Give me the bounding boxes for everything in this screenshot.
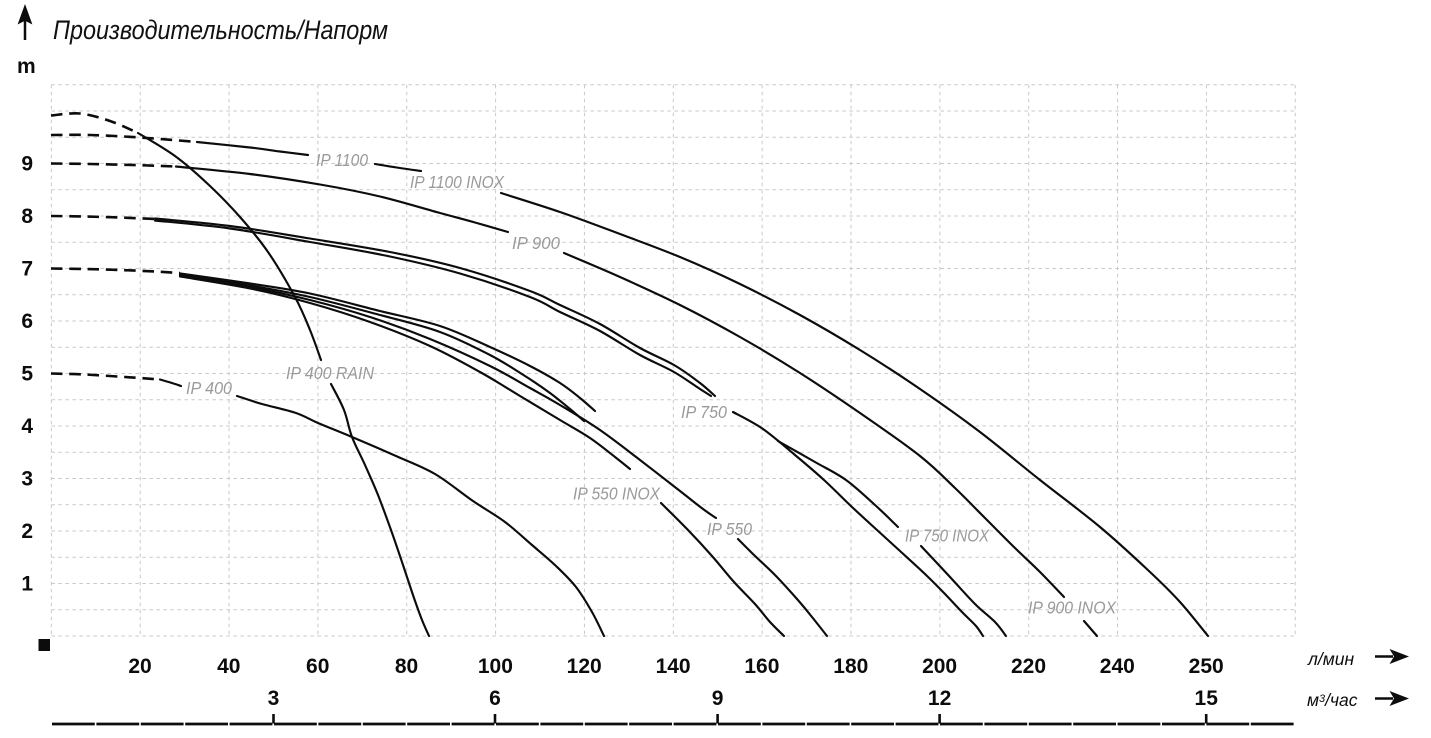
svg-text:IP 1100: IP 1100 <box>316 150 368 170</box>
svg-text:6: 6 <box>21 310 33 333</box>
svg-text:60: 60 <box>306 655 329 678</box>
svg-text:л/мин: л/мин <box>1307 649 1354 669</box>
svg-text:IP 1100 INOX: IP 1100 INOX <box>410 172 505 192</box>
svg-text:IP 400: IP 400 <box>186 378 232 398</box>
svg-text:8: 8 <box>21 205 33 228</box>
svg-text:20: 20 <box>128 655 151 678</box>
svg-text:IP 550 INOX: IP 550 INOX <box>573 484 661 504</box>
svg-text:IP 550: IP 550 <box>707 519 752 539</box>
svg-text:IP 900 INOX: IP 900 INOX <box>1028 598 1117 618</box>
svg-text:1: 1 <box>21 573 33 596</box>
svg-text:220: 220 <box>1011 655 1046 678</box>
svg-text:IP 900: IP 900 <box>512 233 560 253</box>
svg-text:200: 200 <box>922 655 957 678</box>
svg-text:IP 400 RAIN: IP 400 RAIN <box>286 363 374 383</box>
svg-text:140: 140 <box>656 655 691 678</box>
svg-text:12: 12 <box>928 687 951 710</box>
svg-text:9: 9 <box>712 687 724 710</box>
svg-text:250: 250 <box>1189 655 1224 678</box>
svg-text:80: 80 <box>395 655 418 678</box>
svg-text:3: 3 <box>268 687 280 710</box>
svg-text:180: 180 <box>833 655 868 678</box>
svg-text:4: 4 <box>21 415 33 438</box>
svg-text:160: 160 <box>744 655 779 678</box>
svg-text:Производительность/Напорм: Производительность/Напорм <box>53 15 388 45</box>
svg-text:40: 40 <box>217 655 240 678</box>
svg-text:7: 7 <box>21 258 33 281</box>
svg-text:IP 750: IP 750 <box>681 402 727 422</box>
svg-text:м3/час: м3/час <box>1307 690 1358 710</box>
svg-text:5: 5 <box>21 363 33 386</box>
svg-text:IP 750 INOX: IP 750 INOX <box>905 526 990 546</box>
svg-text:15: 15 <box>1195 687 1219 710</box>
svg-text:9: 9 <box>21 153 33 176</box>
svg-text:m: m <box>17 55 36 78</box>
svg-text:3: 3 <box>21 468 33 491</box>
svg-text:120: 120 <box>567 655 602 678</box>
svg-text:240: 240 <box>1100 655 1135 678</box>
svg-text:6: 6 <box>489 687 501 710</box>
svg-text:100: 100 <box>478 655 513 678</box>
svg-text:2: 2 <box>21 520 33 543</box>
